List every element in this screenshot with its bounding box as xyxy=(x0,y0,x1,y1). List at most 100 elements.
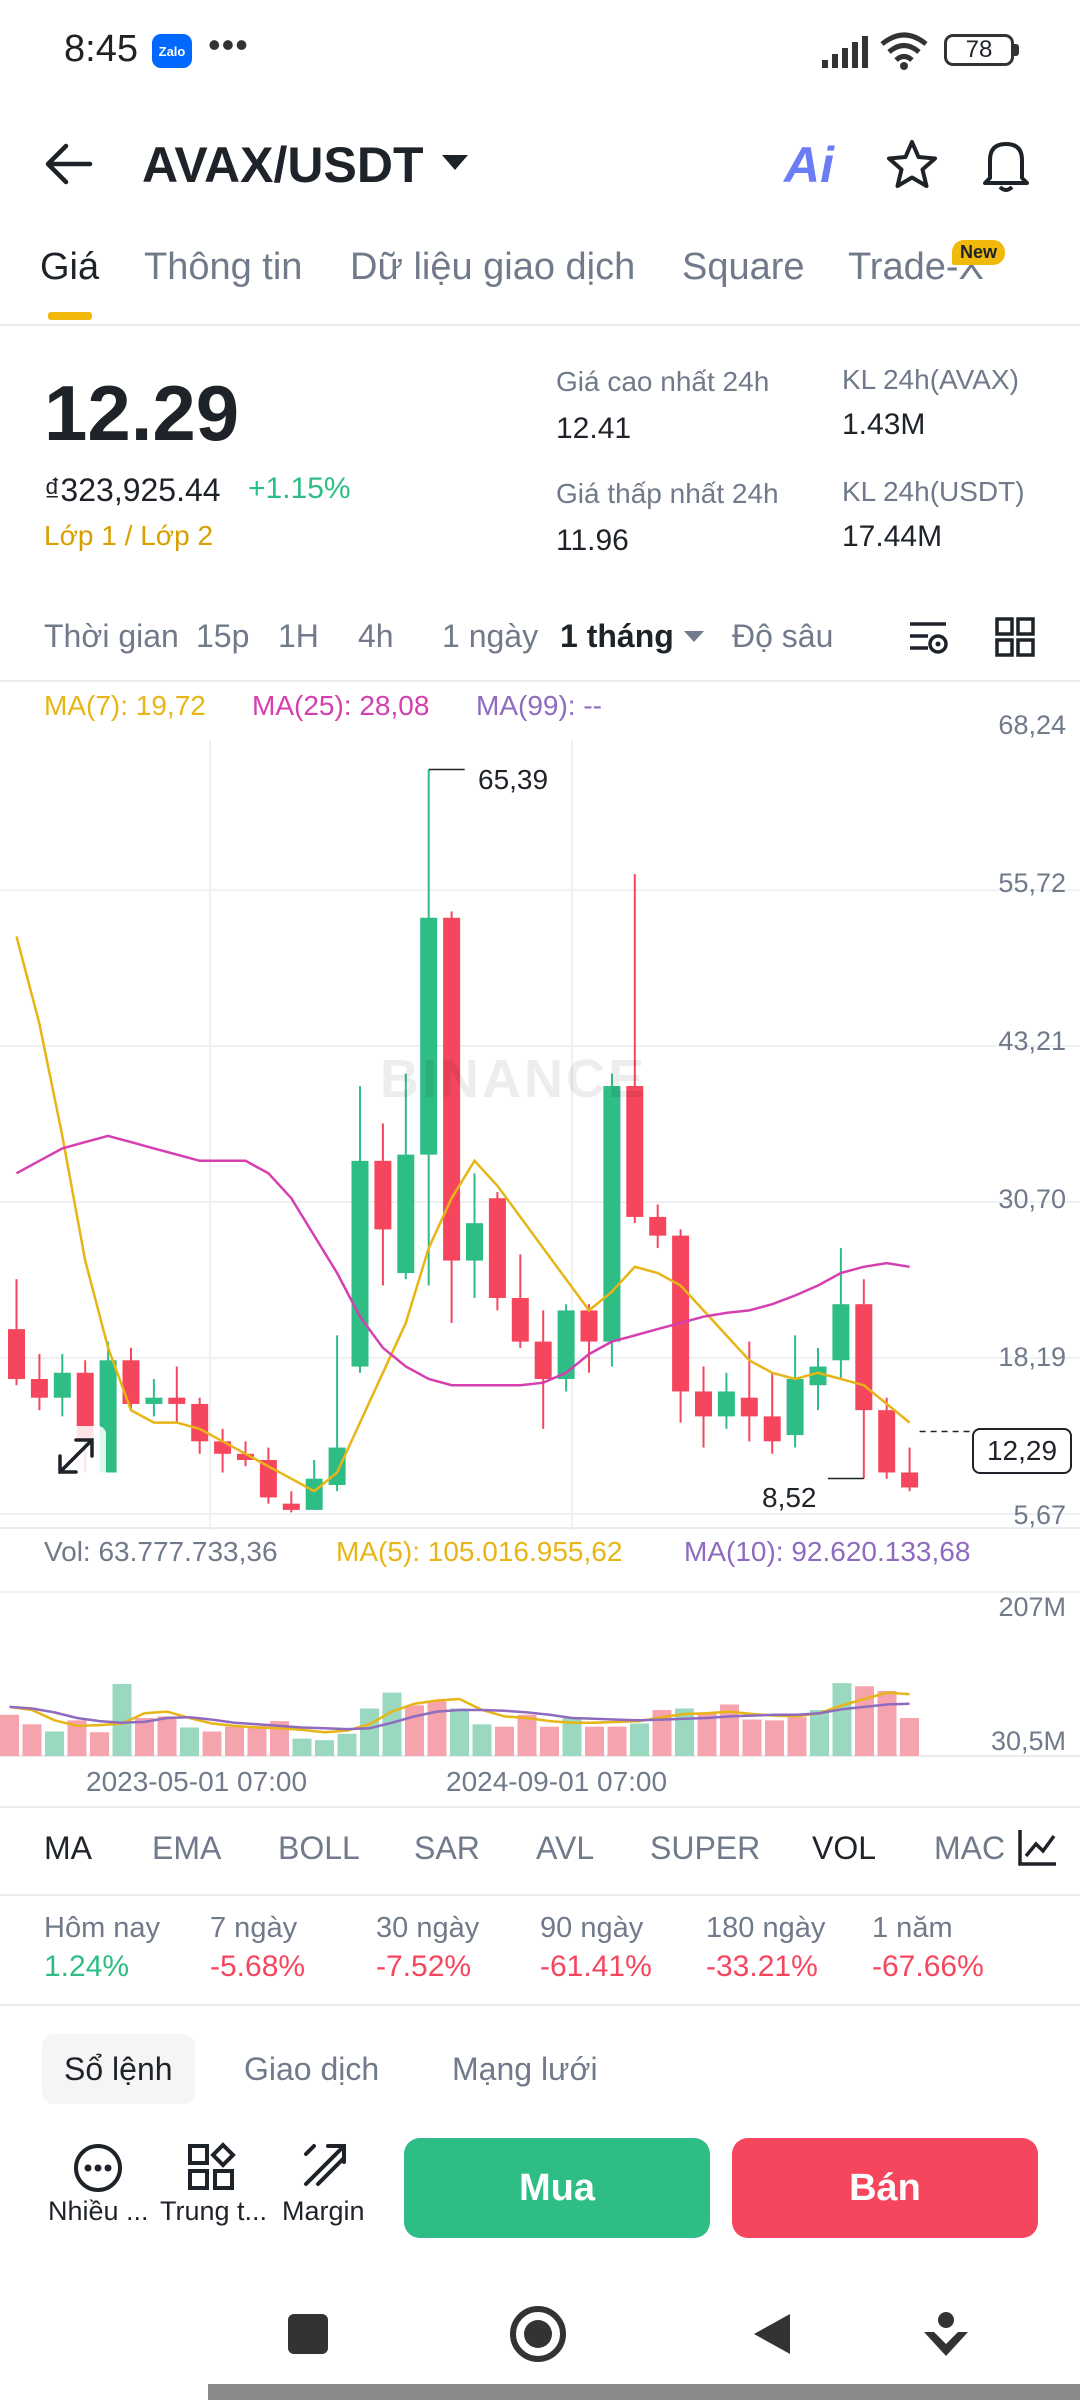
tab-network[interactable]: Mạng lưới xyxy=(452,2050,598,2087)
volume-bar xyxy=(427,1701,447,1756)
indicator-sar[interactable]: SAR xyxy=(414,1830,480,1866)
pair-title[interactable]: AVAX/USDT xyxy=(142,137,424,193)
ai-assistant-icon[interactable]: Ai xyxy=(784,137,834,193)
tab-trading-data[interactable]: Dữ liệu giao dịch xyxy=(350,246,636,288)
volume-bar xyxy=(180,1727,199,1756)
perf-divider xyxy=(0,2004,1080,2006)
volume-bar xyxy=(67,1720,87,1756)
candle-body xyxy=(420,917,438,1155)
interval-depth[interactable]: Độ sâu xyxy=(732,618,834,654)
interval-1d[interactable]: 1 ngày xyxy=(442,618,539,654)
vol-avax-value: 1.43M xyxy=(842,408,926,441)
bell-notification-icon[interactable] xyxy=(980,136,1032,194)
price-axis-label: 18,19 xyxy=(998,1342,1066,1372)
tab-square[interactable]: Square xyxy=(682,246,805,288)
tab-price[interactable]: Giá xyxy=(40,246,100,288)
volume-bar xyxy=(360,1708,379,1756)
high-price-label: 65,39 xyxy=(478,764,549,795)
perf-label: 30 ngày xyxy=(376,1912,480,1944)
indicator-ema[interactable]: EMA xyxy=(152,1830,222,1866)
candle-body xyxy=(145,1397,163,1404)
perf-label: 90 ngày xyxy=(540,1912,644,1944)
candle-body xyxy=(786,1378,804,1436)
volume-bar xyxy=(202,1731,222,1756)
fullscreen-expand-icon[interactable] xyxy=(46,1426,106,1486)
active-tab-indicator xyxy=(48,312,92,320)
indicator-divider xyxy=(0,1806,1080,1808)
price-axis-label: 55,72 xyxy=(998,868,1066,898)
tab-trades[interactable]: Giao dịch xyxy=(244,2050,380,2087)
tab-order-book[interactable]: Sổ lệnh xyxy=(42,2034,195,2104)
price-chart[interactable] xyxy=(0,740,1080,1530)
interval-4h[interactable]: 4h xyxy=(358,618,394,654)
more-options-label[interactable]: Nhiều ... xyxy=(48,2196,149,2226)
interval-1m[interactable]: 1 tháng xyxy=(560,618,674,654)
volume-bar xyxy=(0,1714,19,1756)
binance-watermark: BINANCE xyxy=(380,1049,648,1109)
volume-legend: Vol: 63.777.733,36 xyxy=(44,1536,278,1567)
volume-bar xyxy=(652,1710,672,1756)
center-hub-icon[interactable] xyxy=(186,2142,236,2192)
volume-bar xyxy=(405,1705,424,1756)
volume-bar xyxy=(472,1724,492,1756)
more-options-icon[interactable] xyxy=(72,2142,124,2194)
margin-icon[interactable] xyxy=(300,2140,350,2192)
interval-divider xyxy=(0,680,1080,682)
battery-tip xyxy=(1013,44,1019,56)
chart-settings-icon[interactable] xyxy=(906,616,950,660)
indicator-super[interactable]: SUPER xyxy=(650,1830,761,1866)
volume-bar xyxy=(562,1717,582,1756)
tab-info[interactable]: Thông tin xyxy=(144,246,303,288)
interval-time[interactable]: Thời gian xyxy=(44,618,179,654)
indicator-boll[interactable]: BOLL xyxy=(278,1830,360,1866)
indicator-vol[interactable]: VOL xyxy=(812,1830,877,1866)
buy-button[interactable]: Mua xyxy=(404,2138,710,2238)
volume-bar xyxy=(810,1710,829,1756)
back-arrow-icon[interactable] xyxy=(44,142,94,186)
indicator-avl[interactable]: AVL xyxy=(536,1830,595,1866)
candle-body xyxy=(717,1391,735,1417)
high-24h-label: Giá cao nhất 24h xyxy=(556,366,770,397)
volume-ma10-line xyxy=(9,1702,910,1731)
price-vnd: ₫323,925.44 xyxy=(44,472,221,508)
home-icon[interactable] xyxy=(508,2304,568,2364)
volume-bar xyxy=(450,1708,469,1756)
interval-more-icon[interactable] xyxy=(684,631,704,642)
layer-tag[interactable]: Lớp 1 / Lớp 2 xyxy=(44,520,214,551)
perf-value: 1.24% xyxy=(44,1950,130,1983)
volume-bar xyxy=(900,1717,919,1756)
interval-1h[interactable]: 1H xyxy=(278,618,319,654)
center-hub-label[interactable]: Trung t... xyxy=(160,2196,268,2226)
recent-apps-icon[interactable] xyxy=(288,2314,328,2354)
candle-body xyxy=(443,917,461,1261)
candle-body xyxy=(763,1416,781,1442)
candle-body xyxy=(488,1198,506,1298)
margin-label[interactable]: Margin xyxy=(282,2196,365,2226)
vol-usdt-label: KL 24h(USDT) xyxy=(842,476,1025,507)
gesture-bar xyxy=(208,2384,1080,2400)
sell-button[interactable]: Bán xyxy=(732,2138,1038,2238)
interval-15m[interactable]: 15p xyxy=(196,618,250,654)
assistant-nav-icon[interactable] xyxy=(920,2308,972,2362)
perf-label: 180 ngày xyxy=(706,1912,826,1944)
indicator-macd[interactable]: MAC xyxy=(934,1830,1006,1866)
indicator-chart-icon[interactable] xyxy=(1016,1826,1058,1868)
candle-body xyxy=(626,1086,644,1217)
candle-body xyxy=(30,1378,48,1398)
perf-value: -5.68% xyxy=(210,1950,306,1983)
back-nav-icon[interactable] xyxy=(748,2310,794,2358)
price-change-percent: +1.15% xyxy=(248,472,351,505)
perf-value: -61.41% xyxy=(540,1950,652,1983)
candle-body xyxy=(649,1216,667,1236)
more-notifications-icon: ••• xyxy=(208,24,249,65)
star-favorite-icon[interactable] xyxy=(884,138,940,192)
volume-bar xyxy=(22,1724,42,1756)
grid-layout-icon[interactable] xyxy=(994,616,1036,658)
indicator-ma[interactable]: MA xyxy=(44,1830,92,1866)
candle-body xyxy=(511,1297,529,1342)
volume-chart[interactable] xyxy=(0,1580,1080,1760)
volume-bar xyxy=(337,1733,357,1756)
volume-bar xyxy=(877,1691,897,1756)
status-time: 8:45 xyxy=(64,28,138,70)
pair-dropdown-icon[interactable] xyxy=(442,155,468,170)
